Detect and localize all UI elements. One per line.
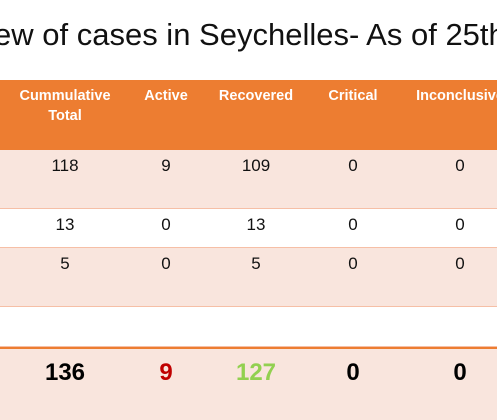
header-active: Active [144,88,188,104]
header-cumulative-line2: Total [48,108,82,124]
total-active: 9 [159,359,173,386]
cell-critical: 0 [348,156,358,175]
total-cumulative: 136 [44,359,86,386]
cell-cumulative: 118 [51,156,79,175]
table-row: 5 0 5 0 0 [0,248,497,307]
cell-inconclusive: 0 [455,156,465,175]
cell-cumulative: 13 [55,215,75,234]
cell-active: 0 [161,215,171,234]
slide-title-text: ew of cases in Seychelles- As of 25th A [0,17,497,52]
slide-title: ew of cases in Seychelles- As of 25th A [0,0,497,80]
cell-active: 9 [161,156,171,175]
total-inconclusive: 0 [453,359,467,386]
header-inconclusive: Inconclusive [416,88,497,104]
totals-row: 136 9 127 0 0 [0,347,497,420]
table-header-row: Cummulative Total Active Recovered Criti… [0,80,497,150]
table-row-empty [0,307,497,347]
header-recovered: Recovered [218,88,294,104]
table-row: 118 9 109 0 0 [0,150,497,209]
header-critical: Critical [328,88,378,104]
total-recovered: 127 [235,359,277,386]
cell-active: 0 [161,254,171,273]
cases-table: Cummulative Total Active Recovered Criti… [0,80,497,420]
cell-recovered: 109 [241,156,271,175]
cell-recovered: 5 [251,254,261,273]
header-cumulative-line1: Cummulative [19,88,111,104]
total-critical: 0 [346,359,360,386]
header-cumulative-total: Cummulative Total [4,86,126,126]
cell-recovered: 13 [246,215,266,234]
cell-inconclusive: 0 [455,215,465,234]
cell-critical: 0 [348,254,358,273]
cell-inconclusive: 0 [455,254,465,273]
table-row: 13 0 13 0 0 [0,209,497,248]
cell-cumulative: 5 [60,254,70,273]
cell-critical: 0 [348,215,358,234]
